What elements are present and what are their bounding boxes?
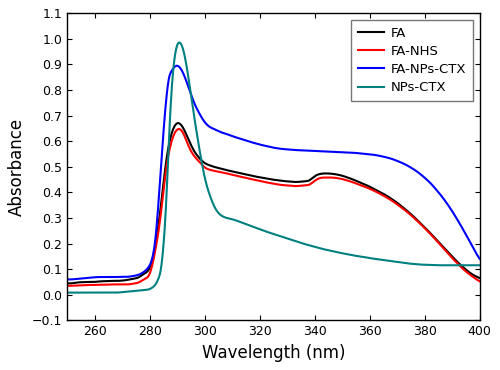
FA-NPs-CTX: [174, 64, 180, 68]
FA-NHS: [316, 176, 322, 181]
FA-NHS: [66, 283, 72, 288]
FA: [328, 171, 334, 176]
NPs-CTX: [316, 246, 322, 250]
NPs-CTX: [328, 249, 334, 253]
NPs-CTX: [176, 40, 182, 45]
FA-NPs-CTX: [66, 277, 72, 282]
FA: [420, 224, 426, 228]
FA-NHS: [90, 283, 96, 287]
FA: [66, 281, 72, 286]
FA: [305, 179, 311, 183]
FA: [316, 172, 322, 176]
FA-NPs-CTX: [328, 149, 334, 154]
FA: [476, 276, 482, 280]
FA: [378, 190, 384, 195]
FA-NHS: [64, 283, 70, 288]
Line: NPs-CTX: NPs-CTX: [67, 43, 480, 293]
NPs-CTX: [64, 290, 70, 295]
FA-NPs-CTX: [378, 154, 384, 158]
FA-NPs-CTX: [316, 149, 322, 153]
FA-NHS: [378, 192, 384, 196]
FA-NHS: [305, 183, 311, 187]
Line: FA: FA: [67, 123, 480, 283]
NPs-CTX: [378, 258, 384, 262]
NPs-CTX: [305, 243, 311, 247]
NPs-CTX: [476, 263, 482, 268]
FA-NHS: [476, 279, 482, 283]
FA: [64, 281, 70, 285]
FA-NHS: [420, 225, 426, 229]
Line: FA-NHS: FA-NHS: [67, 129, 480, 286]
FA-NPs-CTX: [64, 277, 70, 282]
Line: FA-NPs-CTX: FA-NPs-CTX: [67, 66, 480, 279]
Y-axis label: Absorbance: Absorbance: [8, 118, 26, 216]
FA-NHS: [328, 175, 334, 180]
NPs-CTX: [420, 262, 426, 267]
X-axis label: Wavelength (nm): Wavelength (nm): [202, 344, 345, 361]
FA-NPs-CTX: [305, 148, 311, 153]
FA: [175, 121, 181, 125]
FA-NPs-CTX: [420, 175, 426, 179]
NPs-CTX: [90, 290, 96, 295]
Legend: FA, FA-NHS, FA-NPs-CTX, NPs-CTX: FA, FA-NHS, FA-NPs-CTX, NPs-CTX: [352, 20, 473, 101]
FA-NPs-CTX: [90, 275, 96, 280]
NPs-CTX: [112, 290, 117, 295]
FA-NHS: [176, 127, 182, 131]
FA: [90, 280, 96, 284]
FA-NPs-CTX: [476, 257, 482, 261]
